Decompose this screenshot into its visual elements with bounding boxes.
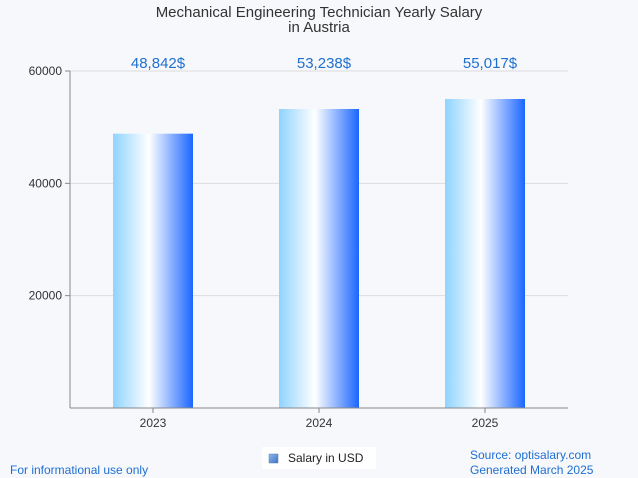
bar-2023[interactable]	[113, 133, 193, 408]
footer-generated: Generated March 2025	[470, 463, 594, 477]
x-tick-label-2025: 2025	[472, 416, 499, 430]
footer-source[interactable]: Source: optisalary.com	[470, 448, 591, 462]
chart-subtitle: in Austria	[288, 19, 350, 36]
value-label-2025: 55,017$	[463, 55, 518, 72]
bar-2025[interactable]	[445, 98, 525, 408]
y-tick-label: 20000	[29, 289, 63, 303]
footer-disclaimer: For informational use only	[10, 463, 148, 477]
x-tick-label-2024: 2024	[306, 416, 333, 430]
legend-label: Salary in USD	[288, 451, 364, 465]
value-label-layer: 48,842$ 53,238$ 55,017$	[131, 55, 518, 72]
y-axis-ticks: 20000 40000 60000	[29, 64, 70, 303]
value-label-2023: 48,842$	[131, 55, 186, 72]
value-label-2024: 53,238$	[297, 55, 352, 72]
y-tick-label: 60000	[29, 64, 63, 78]
chart-title: Mechanical Engineering Technician Yearly…	[156, 4, 483, 21]
legend-swatch	[268, 453, 279, 464]
bar-2024[interactable]	[279, 108, 359, 409]
bars-layer	[113, 98, 525, 409]
y-tick-label: 40000	[29, 176, 63, 190]
x-tick-label-2023: 2023	[140, 416, 167, 430]
legend[interactable]: Salary in USD	[262, 447, 376, 469]
legend-box	[262, 447, 376, 469]
x-axis-ticks: 2023 2024 2025	[140, 408, 499, 430]
